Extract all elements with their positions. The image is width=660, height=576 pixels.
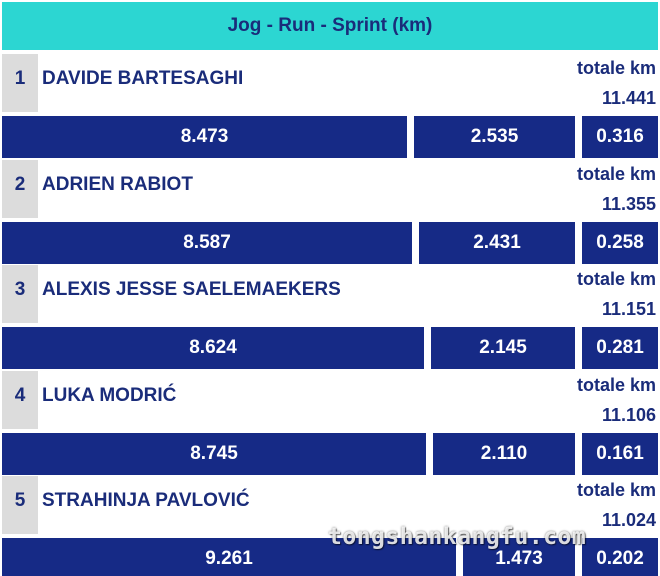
bar-sprint: 0.258: [582, 221, 658, 264]
total-value: 11.106: [601, 404, 656, 425]
total-label: totale km: [576, 58, 656, 78]
total-value: 11.151: [601, 299, 656, 319]
bar-jog: 9.261: [2, 538, 456, 576]
bar-sprint: 0.161: [582, 432, 658, 475]
total-label: totale km: [576, 269, 656, 289]
chart-title: Jog - Run - Sprint (km): [2, 2, 658, 50]
bar-run: 2.431: [419, 221, 575, 264]
player-name: ADRIEN RABIOT: [42, 173, 193, 195]
total-label: totale km: [576, 374, 656, 395]
player-name: ALEXIS JESSE SAELEMAEKERS: [42, 279, 341, 300]
bar-run: 2.145: [431, 327, 575, 369]
player-name: STRAHINJA PAVLOVIĆ: [42, 490, 250, 511]
total-value: 11.024: [601, 510, 656, 530]
bar-jog: 8.587: [2, 221, 412, 264]
rank-3: 3: [2, 265, 38, 323]
bar-jog: 8.624: [2, 327, 424, 369]
player-name: DAVIDE BARTESAGHI: [42, 68, 244, 89]
total-label: totale km: [576, 163, 656, 184]
bar-run: 2.110: [433, 432, 575, 475]
bar-sprint: 0.202: [582, 538, 658, 576]
total-value: 11.441: [601, 88, 656, 108]
rank-1: 1: [2, 54, 38, 112]
rank-2: 2: [2, 159, 38, 218]
rank-5: 5: [2, 476, 38, 534]
bar-run: 1.473: [463, 538, 575, 576]
bar-run: 2.535: [414, 116, 575, 158]
bar-sprint: 0.316: [582, 116, 658, 158]
bar-jog: 8.745: [2, 432, 426, 475]
total-value: 11.355: [601, 193, 656, 214]
total-label: totale km: [576, 480, 656, 500]
rank-4: 4: [2, 370, 38, 429]
player-name: LUKA MODRIĆ: [42, 384, 177, 406]
bar-jog: 8.473: [2, 116, 407, 158]
bar-sprint: 0.281: [582, 327, 658, 369]
